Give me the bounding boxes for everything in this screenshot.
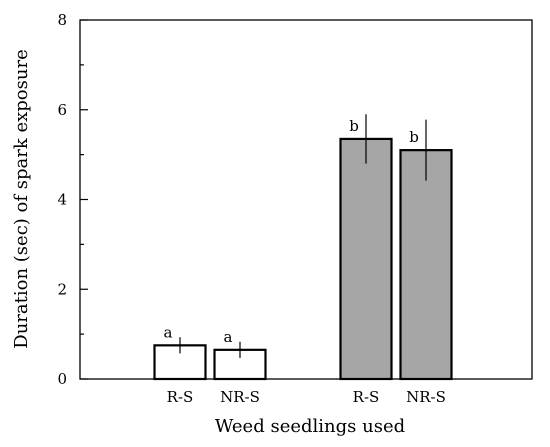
category-label: R-S [353, 388, 380, 406]
y-axis-ticks: 0 2 4 6 8 [57, 11, 88, 388]
y-tick-label: 2 [57, 280, 67, 298]
plot-frame [79, 19, 533, 380]
y-tick-label: 6 [57, 101, 67, 119]
category-label: NR-S [406, 388, 446, 406]
bar [339, 137, 393, 381]
significance-label: b [409, 128, 419, 146]
category-label: R-S [167, 388, 194, 406]
y-tick-label: 0 [57, 370, 67, 388]
y-axis-title: Duration (sec) of spark exposure [11, 49, 32, 348]
category-label: NR-S [220, 388, 260, 406]
plot-frame-rect [79, 19, 533, 380]
bar [399, 149, 453, 381]
y-tick-label: 8 [57, 11, 67, 29]
significance-label: b [349, 117, 359, 135]
y-tick-label: 4 [57, 191, 67, 209]
bars: a a b b [153, 114, 453, 381]
x-axis-title: Weed seedlings used [215, 416, 405, 437]
significance-label: a [224, 328, 233, 346]
significance-label: a [164, 323, 173, 341]
category-labels: R-S NR-S R-S NR-S [167, 388, 446, 406]
